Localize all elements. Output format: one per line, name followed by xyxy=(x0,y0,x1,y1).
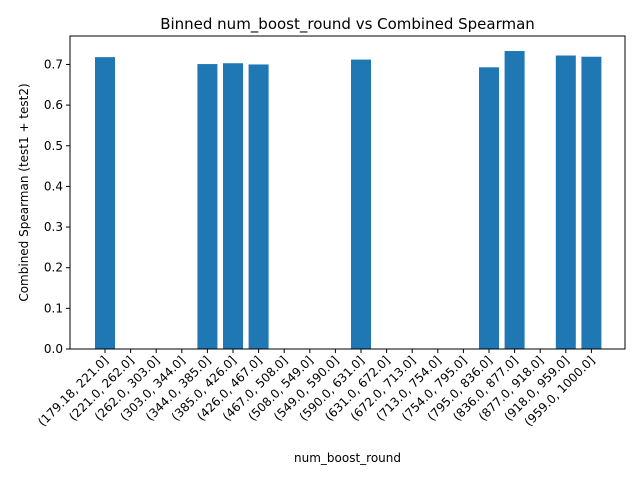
plot-frame xyxy=(69,35,626,350)
chart-title: Binned num_boost_round vs Combined Spear… xyxy=(160,15,535,34)
bar-18 xyxy=(555,55,576,349)
x-axis-ticks: (179.18, 221.0](221.0, 262.0](262.0, 303… xyxy=(35,349,598,429)
bars-group xyxy=(95,51,602,350)
y-tick-label: 0.2 xyxy=(44,261,63,275)
bar-5 xyxy=(223,63,243,349)
y-tick-label: 0.4 xyxy=(44,179,63,193)
bar-10 xyxy=(351,59,371,349)
bar-16 xyxy=(504,51,525,350)
y-tick-label: 0.0 xyxy=(44,342,63,356)
bar-15 xyxy=(479,67,499,350)
bar-4 xyxy=(197,64,218,350)
bar-19 xyxy=(581,56,602,349)
x-axis-label: num_boost_round xyxy=(294,451,401,465)
bar-0 xyxy=(95,57,115,349)
y-tick-label: 0.5 xyxy=(44,139,63,153)
bar-6 xyxy=(248,64,269,350)
y-axis-ticks: 0.0 0.1 0.2 0.3 0.4 0.5 0.6 0.7 xyxy=(44,57,70,356)
y-tick-label: 0.7 xyxy=(44,57,63,71)
y-tick-label: 0.6 xyxy=(44,98,63,112)
y-tick-label: 0.3 xyxy=(44,220,63,234)
y-tick-label: 0.1 xyxy=(44,301,63,315)
y-axis-label: Combined Spearman (test1 + test2) xyxy=(17,83,31,301)
